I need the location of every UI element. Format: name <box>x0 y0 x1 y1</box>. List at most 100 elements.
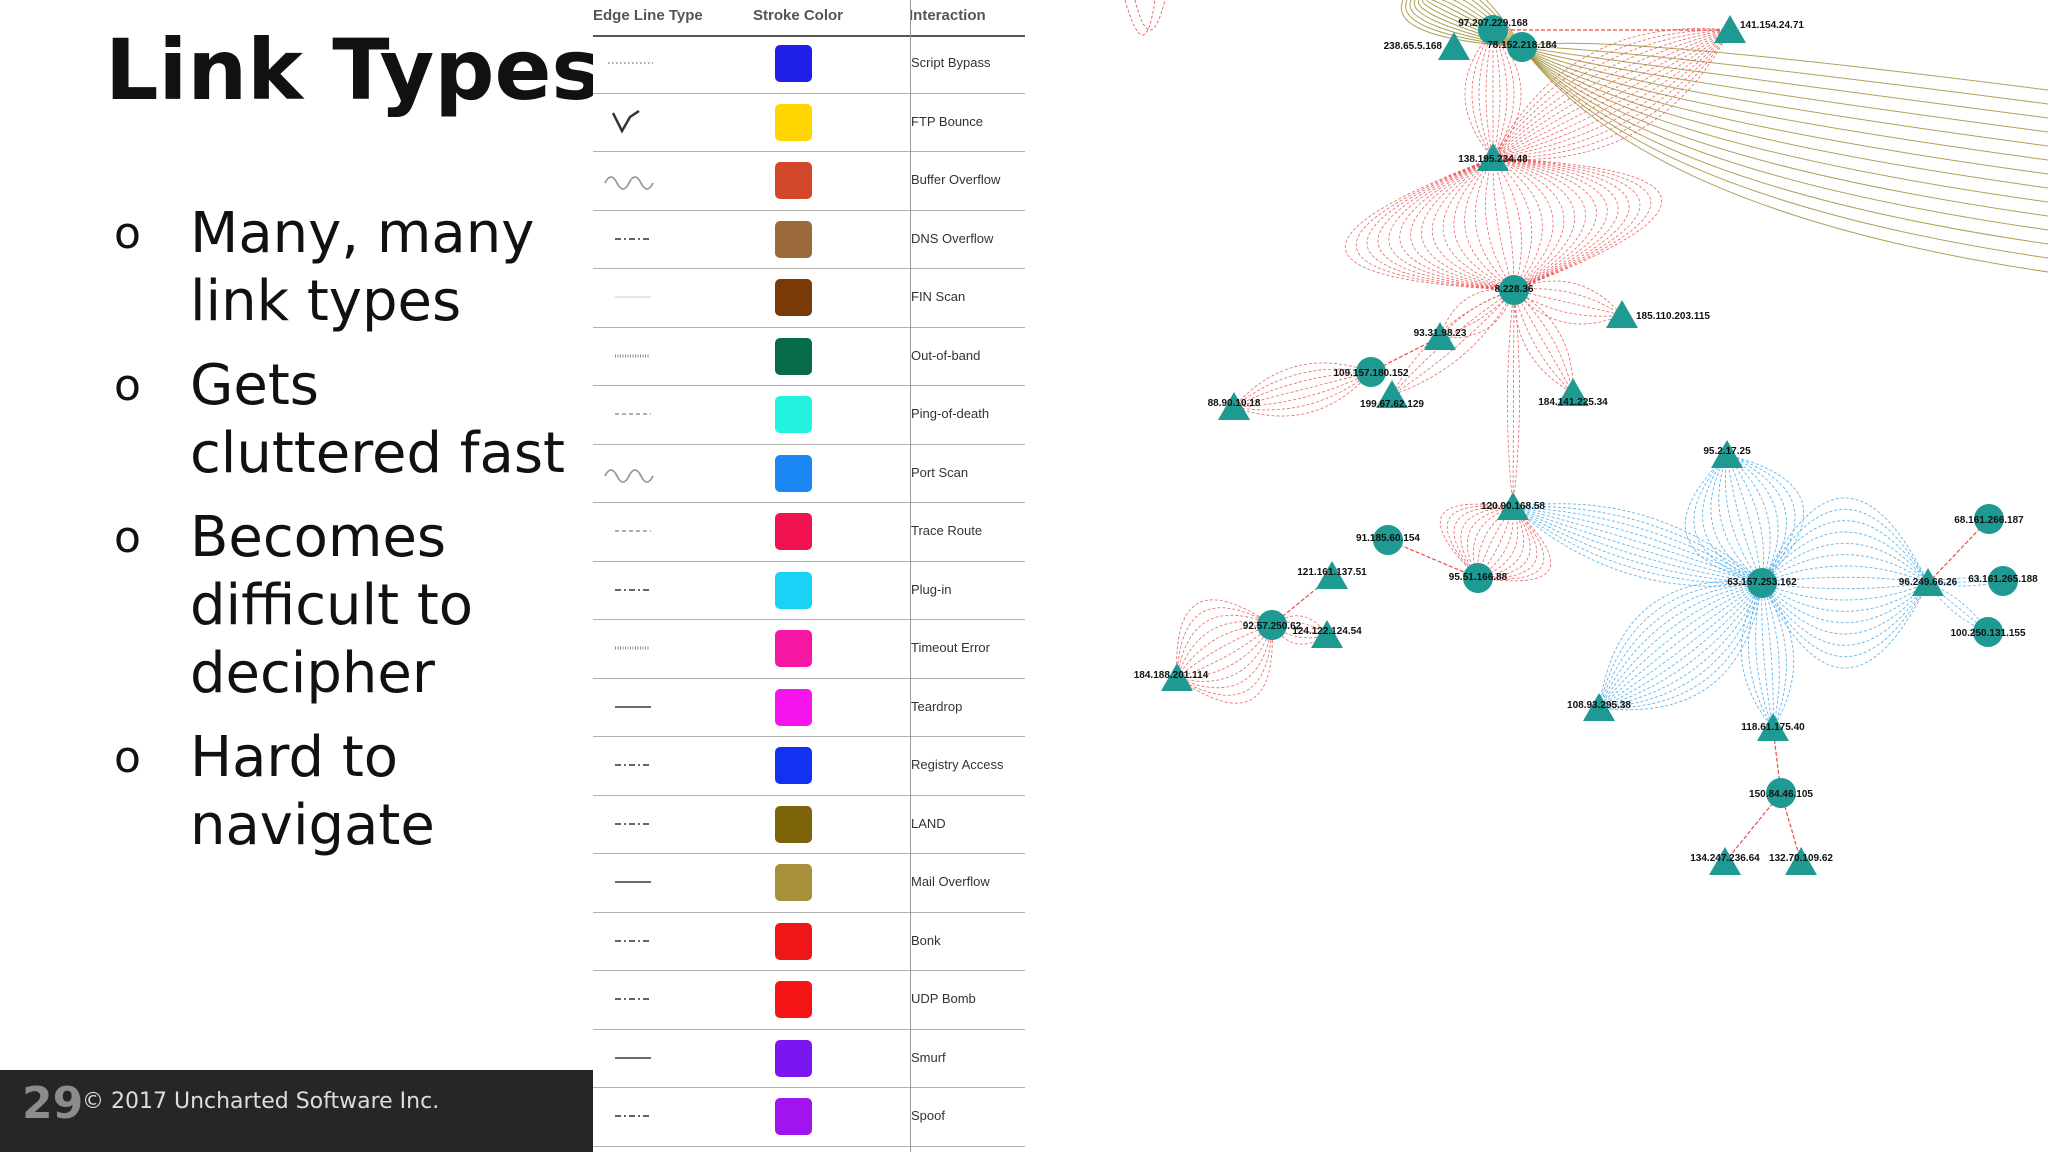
node-label: 199.67.62.129 <box>1360 399 1424 410</box>
bullet-item: o Gets cluttered fast <box>110 352 580 488</box>
edge-line-sample <box>615 764 651 766</box>
edge-line <box>1492 29 1731 159</box>
edge-line <box>1492 157 1554 291</box>
edge-line-sample <box>615 530 651 532</box>
edge-line-sample <box>615 646 649 650</box>
edge-line <box>1761 520 1929 584</box>
edge-line <box>1492 157 1543 291</box>
stroke-color-swatch <box>775 864 812 901</box>
interaction-label: Teardrop <box>911 698 963 714</box>
edge-line <box>1598 582 1763 709</box>
legend-row: DNS Overflow <box>593 211 1025 269</box>
node-triangle <box>1557 378 1589 406</box>
legend-row: Teardrop <box>593 679 1025 737</box>
edge-line <box>1492 157 1515 291</box>
node-triangle <box>1424 322 1456 350</box>
edge-line <box>1233 368 1372 408</box>
legend-row: Spoof <box>593 1088 1025 1147</box>
edge-line <box>1598 582 1763 711</box>
edge-line <box>1726 454 1779 584</box>
edge-line <box>1492 28 1731 159</box>
edge-line <box>1761 582 1929 623</box>
edge-line <box>1521 46 2048 203</box>
network-graph: 97.207.229.168 141.154.24.71 238.65.5.168 7… <box>1025 0 2048 1152</box>
edge-line <box>1124 0 1156 36</box>
edge-line <box>1399 157 1515 291</box>
interaction-label: Out-of-band <box>911 347 981 363</box>
edge-line-sample <box>615 881 651 883</box>
interaction-label: Port Scan <box>911 464 969 480</box>
slide-title: Link Types <box>105 21 602 119</box>
edge-line <box>1521 46 2048 189</box>
column-divider <box>910 0 911 1152</box>
bullet-text: Many, many link types <box>190 201 535 334</box>
edge-line <box>1176 624 1273 682</box>
edge-line <box>1761 582 1929 669</box>
edge-line <box>1387 539 1479 579</box>
node-triangle <box>1709 847 1741 875</box>
edge-line <box>1513 289 1574 394</box>
edge-line <box>1761 543 1929 584</box>
edge-line-sample <box>604 176 654 190</box>
node-label: 63.157.253.162 <box>1727 577 1797 588</box>
edge-line <box>1345 157 1515 291</box>
edge-line <box>1521 46 2048 175</box>
node-label: 8.228.36 <box>1495 284 1534 295</box>
edge-line <box>1513 289 1574 394</box>
edge-line <box>1355 157 1515 291</box>
edge-line <box>1512 506 1763 587</box>
node-label: 132.70.109.62 <box>1769 853 1833 864</box>
legend-row: Ping-of-death <box>593 386 1025 445</box>
page-number: 29 <box>22 1078 84 1129</box>
edge-line <box>1512 503 1763 584</box>
interaction-label: Plug-in <box>911 581 952 597</box>
interaction-label: Registry Access <box>911 757 1004 772</box>
edge-line <box>1478 29 1494 159</box>
edge-line <box>1748 582 1774 729</box>
stroke-color-swatch <box>775 454 812 492</box>
edge-line <box>1761 582 1795 729</box>
stroke-color-swatch <box>775 513 812 550</box>
header-edge-line-type: Edge Line Type <box>593 7 703 24</box>
edge-line <box>1447 0 1523 48</box>
edge-line <box>1492 29 1731 159</box>
edge-line <box>1492 29 1508 159</box>
edge-line <box>1134 0 1166 31</box>
edge-line-sample <box>615 237 651 240</box>
node-label: 109.157.180.152 <box>1333 368 1409 379</box>
node-label: 118.61.175.40 <box>1741 722 1805 733</box>
node-circle <box>1373 525 1403 555</box>
link-type-legend-table: Edge Line Type Stroke Color Interaction … <box>593 0 1025 1152</box>
node-label: 96.249.66.26 <box>1899 577 1958 588</box>
stroke-color-swatch <box>775 162 812 199</box>
node-triangle <box>1161 663 1193 691</box>
edge-line <box>1761 531 1929 584</box>
edge-line <box>1388 157 1515 291</box>
stroke-color-swatch <box>775 1039 812 1077</box>
edge-line <box>1492 29 1515 159</box>
node-label: 63.161.265.188 <box>1968 574 2038 585</box>
node-circle <box>1499 275 1529 305</box>
edge-line <box>1366 157 1515 291</box>
edge-line <box>1492 157 1565 291</box>
node-circle <box>1478 15 1508 45</box>
edge-line <box>1492 157 1630 291</box>
edge-line-sample <box>615 588 651 591</box>
edge-line <box>1598 582 1763 709</box>
stroke-color-swatch <box>775 688 812 726</box>
legend-row: Buffer Overflow <box>593 152 1025 211</box>
interaction-label: Smurf <box>911 1049 946 1065</box>
edge-line <box>1477 506 1538 579</box>
edge-line-sample <box>604 468 654 483</box>
edge-line <box>1521 46 2048 119</box>
edge-line <box>1684 454 1763 584</box>
node-triangle <box>1316 561 1348 589</box>
node-label: 108.93.295.38 <box>1567 700 1631 711</box>
edge-line <box>1507 289 1515 508</box>
edge-line <box>1693 454 1763 584</box>
edge-line <box>1377 157 1515 291</box>
stroke-color-swatch <box>775 981 812 1018</box>
edge-line <box>1492 157 1575 291</box>
edge-line <box>1474 157 1515 291</box>
edge-line <box>1471 29 1494 159</box>
